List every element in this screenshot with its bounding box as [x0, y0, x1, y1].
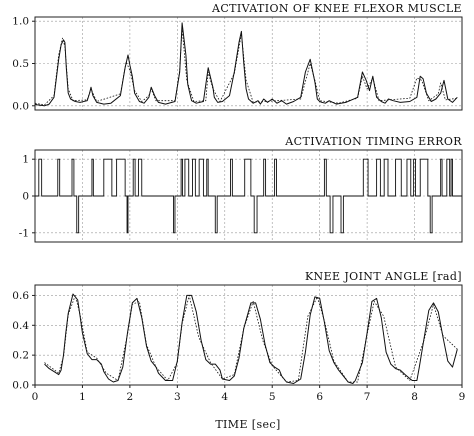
y-tick-label: 0.2 — [12, 350, 29, 362]
y-tick-label: 1 — [22, 154, 29, 166]
y-tick-label: -1 — [19, 227, 29, 239]
y-tick-label: 0.6 — [12, 290, 29, 302]
x-tick-label: 8 — [411, 391, 418, 403]
x-tick-label: 7 — [364, 391, 371, 403]
plot-frame — [34, 284, 463, 386]
x-tick-label: 3 — [174, 391, 181, 403]
series-line-step — [35, 158, 462, 234]
plot-frame — [34, 16, 463, 111]
x-tick-label: 0 — [32, 391, 39, 403]
y-tick-label: 1.0 — [12, 16, 29, 28]
panel-activation-timing-error: ACTIVATION TIMING ERROR -1 0 1 — [19, 135, 463, 243]
series-line-solid — [44, 293, 458, 384]
y-tick-label: 0 — [22, 191, 29, 203]
panel-title: ACTIVATION TIMING ERROR — [284, 135, 462, 148]
x-tick-label: 2 — [127, 391, 134, 403]
y-tick-label: 0.5 — [12, 58, 29, 70]
y-tick-label: 0.0 — [12, 100, 29, 112]
x-axis-label: TIME [sec] — [215, 418, 280, 431]
panel-title: KNEE JOINT ANGLE [rad] — [305, 270, 462, 283]
x-tick-label: 5 — [269, 391, 276, 403]
x-tick-label: 4 — [221, 391, 228, 403]
series-line-solid — [34, 22, 458, 107]
panel-title: ACTIVATION OF KNEE FLEXOR MUSCLE — [211, 2, 462, 15]
y-tick-label: 0.4 — [12, 320, 29, 332]
series-line-dotted — [34, 27, 458, 106]
x-tick-label: 6 — [316, 391, 323, 403]
x-tick-label: 1 — [79, 391, 86, 403]
panel-knee-flexor-activation: ACTIVATION OF KNEE FLEXOR MUSCLE 0.0 0.5 1… — [12, 2, 463, 112]
x-tick-label: 9 — [459, 391, 466, 403]
y-tick-label: 0.0 — [12, 380, 29, 392]
panel-knee-joint-angle: KNEE JOINT ANGLE [rad] 0.0 0.2 0.4 0.6 0 1 2 3 4… — [12, 270, 465, 403]
series-line-dotted — [44, 295, 458, 383]
